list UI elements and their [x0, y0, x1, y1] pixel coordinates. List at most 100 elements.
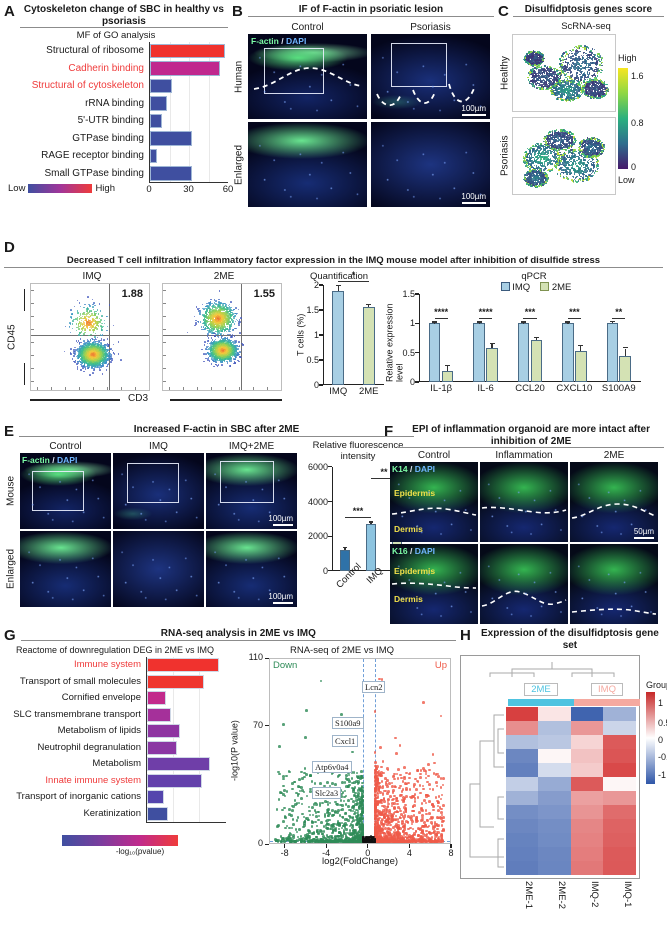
umap-point: [533, 80, 535, 82]
panel-a-bar[interactable]: [150, 43, 226, 58]
umap-point: [569, 80, 571, 83]
umap-point: [533, 63, 535, 65]
umap-point: [551, 86, 553, 88]
panel-a-bar[interactable]: [150, 78, 173, 93]
panel-c-umap-healthy[interactable]: [512, 34, 616, 112]
panel-c-umap-psoriasis[interactable]: [512, 117, 616, 195]
panel-b-image-psoriasis-human[interactable]: 100µm: [371, 34, 490, 119]
umap-point: [574, 149, 576, 151]
umap-point: [592, 69, 594, 72]
umap-point: [533, 86, 536, 89]
umap-point: [580, 88, 583, 91]
umap-point: [571, 52, 573, 55]
umap-point: [555, 88, 558, 90]
umap-point: [567, 79, 569, 82]
umap-point: [582, 66, 584, 69]
umap-point: [553, 76, 555, 78]
umap-point: [533, 80, 536, 83]
panel-b-image-control-enlarged[interactable]: [248, 122, 367, 207]
umap-point: [551, 68, 553, 71]
umap-point: [593, 164, 596, 166]
umap-point: [576, 49, 579, 51]
umap-point: [536, 155, 538, 158]
umap-point: [565, 173, 568, 175]
umap-point: [569, 69, 571, 71]
panel-a-bar[interactable]: [150, 113, 162, 128]
flow-event-point: [71, 358, 73, 360]
umap-point: [586, 71, 589, 73]
umap-point: [576, 50, 578, 52]
panel-a-bar[interactable]: [150, 148, 157, 163]
umap-point: [563, 156, 565, 158]
umap-point: [562, 81, 564, 83]
umap-point: [532, 68, 534, 70]
umap-point: [558, 90, 560, 93]
umap-point: [573, 158, 575, 161]
umap-point: [529, 71, 531, 73]
panel-a-bar-row: Small GTPase binding: [4, 164, 228, 182]
panel-b-roi-box[interactable]: [264, 48, 324, 94]
umap-point: [538, 86, 541, 89]
umap-point: [536, 72, 538, 75]
panel-a-bar[interactable]: [150, 131, 192, 146]
umap-point: [590, 52, 593, 54]
flow-event-point: [80, 317, 82, 319]
umap-point: [543, 85, 545, 88]
panel-c-colorbar-tick-2: 0.8: [631, 118, 644, 128]
umap-point: [591, 62, 593, 65]
umap-point: [536, 79, 539, 81]
umap-point: [586, 46, 588, 48]
umap-point: [528, 54, 531, 56]
umap-point: [585, 62, 587, 64]
umap-point: [552, 82, 555, 85]
umap-point: [596, 86, 598, 89]
umap-point: [596, 61, 598, 63]
umap-point: [559, 148, 562, 150]
umap-point: [579, 58, 581, 60]
umap-point: [568, 90, 570, 92]
umap-point: [566, 80, 568, 82]
panel-a-bar[interactable]: [150, 61, 221, 76]
panel-a-bar-row: Structural of ribosome: [4, 42, 228, 60]
umap-point: [541, 72, 544, 74]
umap-point: [540, 143, 542, 145]
panel-d-flow-plot-imq[interactable]: 1.88: [30, 282, 150, 391]
umap-point: [554, 91, 556, 94]
umap-point: [574, 50, 577, 52]
umap-point: [550, 90, 552, 92]
umap-point: [533, 70, 535, 72]
umap-point: [576, 91, 578, 93]
umap-point: [548, 75, 550, 77]
panel-a-bar-row: RAGE receptor binding: [4, 147, 228, 165]
umap-point: [573, 94, 575, 97]
panel-b-image-control-human[interactable]: F-actin / DAPI: [248, 34, 367, 119]
panel-a-bar[interactable]: [150, 166, 192, 181]
umap-point: [535, 68, 538, 71]
panel-b-roi-box[interactable]: [391, 43, 447, 87]
umap-point: [534, 76, 536, 78]
umap-point: [567, 177, 570, 180]
umap-point: [598, 59, 601, 61]
umap-point: [542, 175, 544, 177]
umap-point: [549, 138, 551, 141]
panel-a-bar[interactable]: [150, 96, 167, 111]
umap-point: [541, 79, 543, 82]
umap-point: [568, 56, 570, 59]
umap-point: [539, 86, 541, 89]
umap-point: [568, 85, 570, 87]
umap-point: [591, 58, 593, 60]
panel-d-flow-col-imq: IMQ: [82, 270, 102, 282]
umap-point: [569, 49, 572, 52]
umap-point: [557, 69, 560, 72]
umap-point: [550, 84, 553, 86]
umap-point: [586, 140, 588, 142]
umap-point: [578, 57, 580, 59]
umap-point: [583, 74, 585, 76]
panel-b-image-psoriasis-enlarged[interactable]: 100µm: [371, 122, 490, 207]
umap-point: [559, 80, 561, 82]
umap-point: [594, 77, 596, 80]
panel-a-legend-low: Low: [8, 183, 26, 194]
umap-point: [585, 76, 588, 79]
umap-point: [580, 93, 583, 96]
umap-point: [589, 64, 591, 67]
